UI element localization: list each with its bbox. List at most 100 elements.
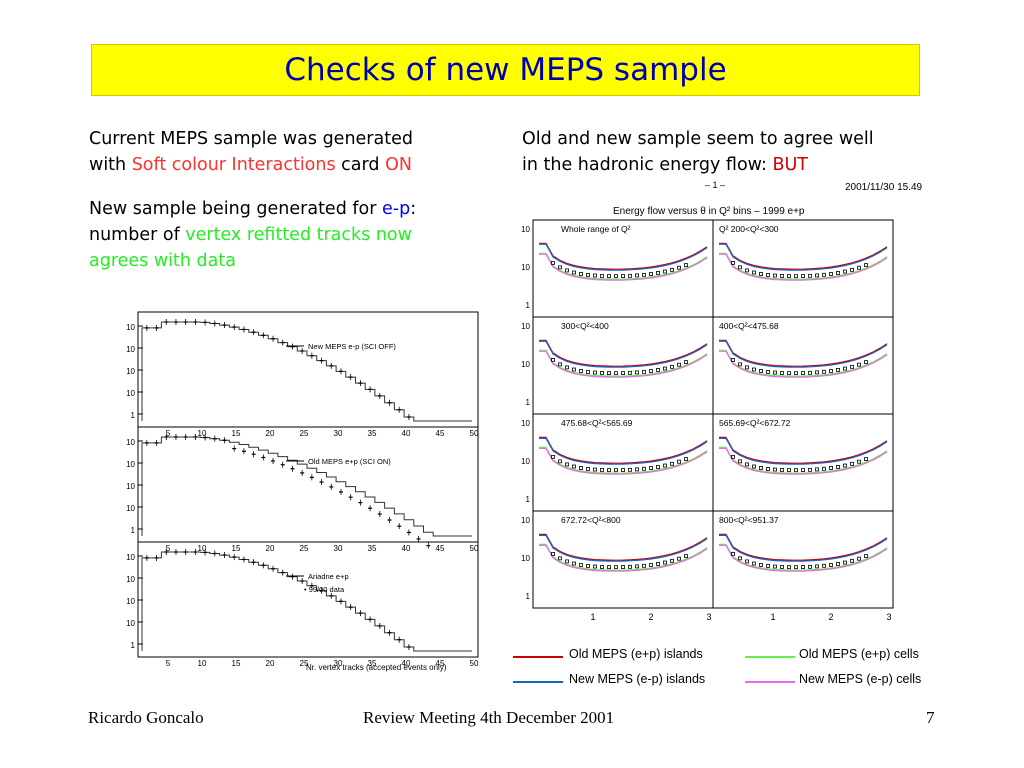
ef-data-point bbox=[738, 362, 742, 367]
ef-panel-label: 400<Q²<475.68 bbox=[719, 321, 779, 331]
p2-colon: : bbox=[410, 199, 417, 219]
ef-series-curve bbox=[719, 340, 888, 368]
vertex-legend-a: Old MEPS e+p (SCI ON) bbox=[308, 457, 391, 466]
ef-data-point bbox=[857, 459, 861, 464]
ef-data-point bbox=[864, 360, 868, 365]
ef-data-point bbox=[572, 561, 576, 566]
vertex-y-tick: 10 bbox=[126, 553, 135, 562]
ef-data-point bbox=[649, 466, 653, 470]
p2-line1: New sample being generated for e-p: bbox=[89, 196, 416, 222]
ef-data-point bbox=[822, 369, 826, 374]
ef-data-point bbox=[780, 565, 784, 569]
vertex-legend-b: • 99/00 data bbox=[304, 585, 345, 594]
ef-data-point bbox=[752, 561, 756, 566]
vertex-x-tick: 40 bbox=[402, 659, 411, 668]
vertex-x-tick: 5 bbox=[166, 429, 171, 438]
ef-data-point bbox=[649, 563, 653, 567]
title-banner: Checks of new MEPS sample bbox=[91, 44, 920, 96]
ef-data-point bbox=[656, 271, 660, 275]
ef-data-point bbox=[670, 267, 674, 272]
ef-data-point bbox=[745, 268, 749, 273]
vertex-y-tick: 10 bbox=[126, 619, 135, 628]
ef-panel-8: 800<Q²<951.37 bbox=[712, 510, 894, 609]
ef-data-point bbox=[843, 269, 847, 274]
ef-data-point bbox=[628, 273, 632, 278]
ef-data-point bbox=[572, 270, 576, 275]
ef-series-curve bbox=[539, 543, 708, 571]
ef-data-point bbox=[731, 552, 735, 556]
ef-data-point bbox=[745, 365, 749, 370]
ef-data-point bbox=[766, 467, 770, 471]
ef-data-point bbox=[822, 563, 826, 568]
ef-data-point bbox=[822, 272, 826, 277]
ef-title: Energy flow versus θ in Q² bins – 1999 e… bbox=[613, 206, 805, 217]
ef-data-point bbox=[836, 465, 840, 469]
vertex-y-tick: 10 bbox=[126, 460, 135, 469]
vertex-x-tick: 5 bbox=[166, 544, 171, 553]
vertex-y-tick: 10 bbox=[126, 438, 135, 447]
ef-series-curve bbox=[539, 437, 708, 465]
vertex-panel-frame bbox=[137, 311, 479, 428]
ef-data-point bbox=[731, 455, 735, 459]
vertex-y-tick: 10 bbox=[126, 504, 135, 513]
vertex-x-tick: 35 bbox=[368, 659, 377, 668]
ef-data-point bbox=[731, 261, 735, 265]
ef-data-point bbox=[579, 466, 583, 470]
ef-series-curve bbox=[539, 339, 708, 367]
ef-data-point bbox=[815, 370, 819, 375]
ef-data-point bbox=[551, 261, 555, 265]
ef-data-point bbox=[593, 564, 597, 569]
slide-title: Checks of new MEPS sample bbox=[284, 52, 727, 88]
ef-data-point bbox=[600, 274, 604, 278]
ef-series-curve bbox=[539, 446, 708, 474]
ef-series-curve bbox=[719, 436, 888, 464]
vertex-y-tick: 10 bbox=[126, 575, 135, 584]
vertex-y-tick: 10 bbox=[126, 597, 135, 606]
vertex-x-tick: 50 bbox=[470, 544, 479, 553]
ef-data-point bbox=[670, 461, 674, 466]
right-line2-a: in the hadronic energy flow: bbox=[522, 155, 773, 175]
ef-data-point bbox=[843, 463, 847, 468]
ef-data-point bbox=[551, 552, 555, 556]
vertex-x-tick: 25 bbox=[300, 659, 309, 668]
ef-data-point bbox=[628, 564, 632, 569]
vertex-x-tick: 45 bbox=[436, 659, 445, 668]
p1-with: with bbox=[89, 155, 132, 175]
ef-panel-label: 800<Q²<951.37 bbox=[719, 515, 779, 525]
ef-panel-2: Q² 200<Q²<300 bbox=[712, 219, 894, 318]
ef-data-point bbox=[801, 565, 805, 569]
ef-series-curve bbox=[719, 350, 888, 378]
ef-series-curve bbox=[539, 349, 708, 377]
vertex-y-tick: 10 bbox=[126, 345, 135, 354]
ef-data-point bbox=[752, 367, 756, 372]
ef-y-tick: 10 bbox=[521, 457, 530, 466]
p1-highlight: Soft colour Interactions bbox=[131, 155, 336, 175]
ef-panel-5: 475.68<Q²<565.69 10 10 1 bbox=[521, 413, 714, 512]
ef-data-point bbox=[857, 556, 861, 561]
ef-y-tick: 10 bbox=[521, 263, 530, 272]
right-but: BUT bbox=[772, 155, 808, 175]
legend-old-cells: Old MEPS (e+p) cells bbox=[799, 647, 919, 661]
ef-data-point bbox=[558, 459, 562, 464]
vertex-y-tick: 1 bbox=[131, 526, 136, 535]
ef-data-point bbox=[642, 563, 646, 568]
ef-series-curve bbox=[539, 242, 708, 270]
ef-y-tick: 10 bbox=[521, 360, 530, 369]
vertex-x-tick: 40 bbox=[402, 429, 411, 438]
ef-data-point bbox=[822, 466, 826, 471]
ef-data-point bbox=[551, 455, 555, 459]
vertex-y-tick: 10 bbox=[126, 482, 135, 491]
ef-data-point bbox=[614, 468, 618, 473]
vertex-histogram bbox=[141, 551, 472, 652]
ef-series-curve bbox=[719, 447, 888, 475]
ef-data-point bbox=[815, 273, 819, 278]
ef-panel-3: 300<Q²<400 10 10 1 bbox=[521, 316, 714, 415]
ef-data-point bbox=[738, 556, 742, 561]
right-line1: Old and new sample seem to agree well bbox=[522, 129, 874, 149]
p1-line2: with Soft colour Interactions card ON bbox=[89, 152, 413, 178]
ef-data-point bbox=[635, 564, 639, 569]
ef-panel-frame bbox=[712, 510, 894, 609]
ef-data-point bbox=[843, 560, 847, 565]
ef-data-point bbox=[829, 563, 833, 567]
